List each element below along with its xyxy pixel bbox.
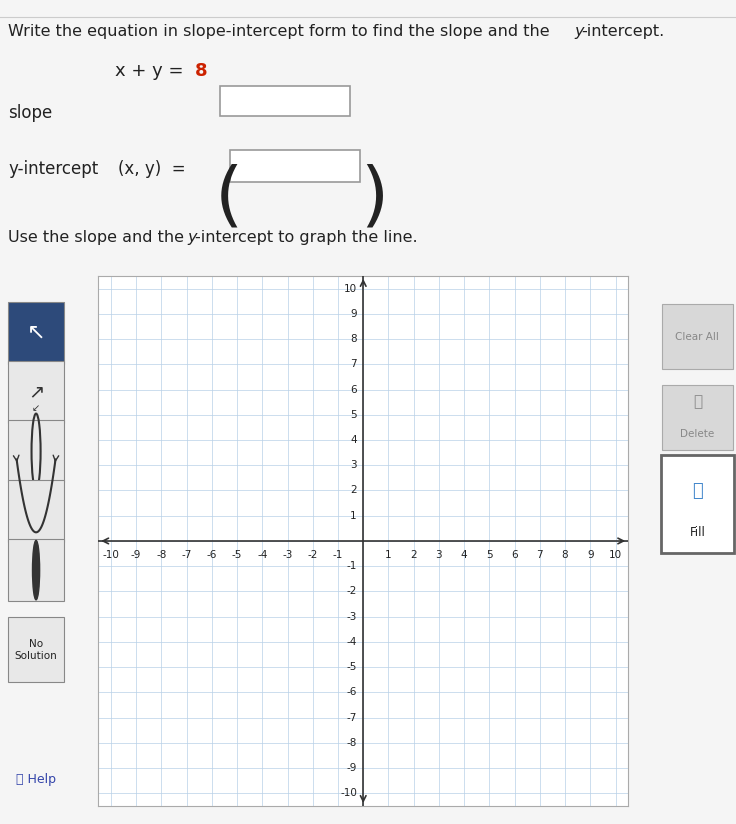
Text: ↙: ↙	[32, 403, 40, 413]
Text: No
Solution: No Solution	[15, 639, 57, 661]
Text: 1: 1	[385, 550, 392, 559]
Text: 6: 6	[350, 385, 357, 395]
Text: y: y	[574, 24, 584, 39]
FancyBboxPatch shape	[662, 386, 733, 450]
Text: -8: -8	[156, 550, 166, 559]
Text: -10: -10	[102, 550, 119, 559]
Text: ↗: ↗	[28, 382, 44, 401]
Text: 9: 9	[587, 550, 594, 559]
Text: Use the slope and the: Use the slope and the	[8, 230, 189, 245]
Text: 8: 8	[562, 550, 568, 559]
Text: y: y	[187, 230, 197, 245]
Text: -1: -1	[333, 550, 343, 559]
Text: -7: -7	[181, 550, 192, 559]
Text: -6: -6	[207, 550, 217, 559]
Text: 1: 1	[350, 511, 357, 521]
Text: Delete: Delete	[680, 429, 715, 439]
Text: slope: slope	[8, 104, 52, 122]
Text: 2: 2	[411, 550, 417, 559]
Text: Clear All: Clear All	[676, 332, 719, 342]
Text: 3: 3	[350, 461, 357, 471]
FancyBboxPatch shape	[8, 480, 64, 542]
Text: -4: -4	[347, 637, 357, 647]
Text: ⓘ Help: ⓘ Help	[16, 773, 56, 786]
Text: 7: 7	[537, 550, 543, 559]
FancyBboxPatch shape	[220, 86, 350, 116]
Text: 4: 4	[350, 435, 357, 445]
Text: x + y =: x + y =	[115, 62, 189, 80]
Text: -2: -2	[308, 550, 318, 559]
Text: 8: 8	[195, 62, 208, 80]
FancyBboxPatch shape	[8, 539, 64, 602]
Text: (: (	[215, 164, 244, 233]
Text: -10: -10	[340, 789, 357, 798]
FancyBboxPatch shape	[8, 420, 64, 482]
FancyBboxPatch shape	[8, 617, 64, 682]
Text: 💧: 💧	[692, 481, 703, 499]
Text: -7: -7	[347, 713, 357, 723]
Text: 10: 10	[344, 283, 357, 293]
Text: ↖: ↖	[26, 323, 46, 343]
Text: 3: 3	[436, 550, 442, 559]
Text: (x, y)  =: (x, y) =	[118, 160, 185, 178]
FancyBboxPatch shape	[8, 302, 64, 363]
FancyBboxPatch shape	[8, 361, 64, 423]
Text: 4: 4	[461, 550, 467, 559]
Text: -9: -9	[131, 550, 141, 559]
Text: -6: -6	[347, 687, 357, 697]
Text: -9: -9	[347, 763, 357, 773]
Text: 10: 10	[609, 550, 622, 559]
Text: -8: -8	[347, 737, 357, 748]
Text: 8: 8	[350, 334, 357, 344]
FancyBboxPatch shape	[661, 456, 734, 553]
Text: 9: 9	[350, 309, 357, 319]
FancyBboxPatch shape	[662, 304, 733, 369]
Text: -3: -3	[347, 611, 357, 621]
Text: -intercept.: -intercept.	[581, 24, 665, 39]
Text: 5: 5	[350, 410, 357, 419]
Text: 2: 2	[350, 485, 357, 495]
Circle shape	[32, 541, 40, 600]
Text: -3: -3	[283, 550, 293, 559]
Text: -intercept to graph the line.: -intercept to graph the line.	[195, 230, 417, 245]
Text: 5: 5	[486, 550, 492, 559]
Text: Fill: Fill	[690, 526, 705, 539]
Text: 🗑: 🗑	[693, 394, 702, 409]
FancyBboxPatch shape	[230, 150, 360, 182]
Text: -4: -4	[257, 550, 267, 559]
Text: -1: -1	[347, 561, 357, 571]
Text: 6: 6	[512, 550, 518, 559]
Text: 7: 7	[350, 359, 357, 369]
Text: Write the equation in slope-intercept form to find the slope and the: Write the equation in slope-intercept fo…	[8, 24, 555, 39]
Text: ): )	[360, 164, 388, 233]
Text: y-intercept: y-intercept	[8, 160, 98, 178]
Text: -5: -5	[347, 662, 357, 672]
Text: -5: -5	[232, 550, 242, 559]
Text: -2: -2	[347, 587, 357, 597]
